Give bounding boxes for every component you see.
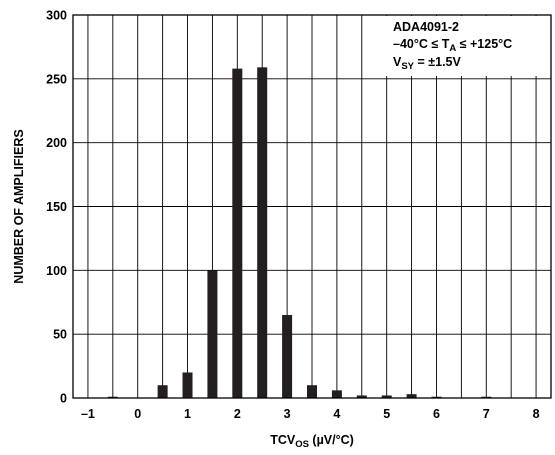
- y-tick-label: 50: [53, 328, 67, 342]
- y-axis-title: NUMBER OF AMPLIFIERS: [12, 129, 26, 283]
- annotation-vsy-prefix: V: [393, 55, 402, 69]
- histogram-bar: [232, 68, 243, 399]
- histogram-bar: [282, 315, 293, 398]
- y-tick-label: 250: [46, 72, 67, 86]
- x-tick-label: 3: [284, 407, 291, 421]
- histogram-bar: [257, 67, 268, 399]
- annotation-temperature-range: –40°C ≤ TA ≤ +125°C: [393, 37, 512, 54]
- annotation-legend: ADA4091-2 –40°C ≤ TA ≤ +125°C VSY = ±1.5…: [393, 20, 512, 72]
- x-axis-title: TCVOS (µV/°C): [270, 433, 354, 450]
- x-axis-title-subscript: OS: [295, 439, 309, 450]
- x-axis-ticks: –1 0 1 2 3 4 5 6 7 8: [81, 407, 540, 421]
- x-tick-label: 6: [433, 407, 440, 421]
- x-tick-label: –1: [81, 407, 95, 421]
- plot-frame: [72, 14, 552, 399]
- x-axis-title-main: TCV: [270, 433, 296, 447]
- annotation-box: [386, 16, 550, 76]
- y-tick-label: 100: [46, 264, 67, 278]
- x-tick-label: 2: [234, 407, 241, 421]
- y-tick-label: 300: [46, 9, 67, 23]
- x-axis-title-unit: (µV/°C): [309, 433, 354, 447]
- x-tick-label: 4: [333, 407, 340, 421]
- histogram-bar: [207, 270, 218, 398]
- y-tick-label: 200: [46, 136, 67, 150]
- x-tick-label: 8: [533, 407, 540, 421]
- annotation-part-number: ADA4091-2: [393, 20, 459, 34]
- histogram-bar: [182, 372, 193, 398]
- y-tick-label: 150: [46, 200, 67, 214]
- histogram-bar: [307, 385, 317, 398]
- y-tick-label: 0: [60, 392, 67, 406]
- x-tick-label: 7: [483, 407, 490, 421]
- y-axis-ticks: 0 50 100 150 200 250 300: [46, 9, 67, 406]
- histogram-bar: [406, 394, 417, 398]
- annotation-temp-subscript: A: [449, 43, 456, 54]
- x-tick-label: 5: [383, 407, 390, 421]
- grid-lines: [73, 14, 551, 399]
- annotation-temp-prefix: –40°C ≤ T: [393, 37, 450, 51]
- annotation-vsy-suffix: = ±1.5V: [414, 55, 461, 69]
- histogram-bar: [331, 390, 342, 398]
- histogram-bar: [157, 385, 168, 398]
- x-tick-label: 0: [134, 407, 141, 421]
- annotation-supply-voltage: VSY = ±1.5V: [393, 55, 462, 72]
- histogram-bars: [107, 67, 492, 399]
- x-tick-label: 1: [184, 407, 191, 421]
- annotation-vsy-subscript: SY: [401, 61, 414, 72]
- annotation-temp-suffix: ≤ +125°C: [456, 37, 512, 51]
- histogram-bar: [356, 395, 367, 398]
- histogram-bar: [381, 395, 392, 398]
